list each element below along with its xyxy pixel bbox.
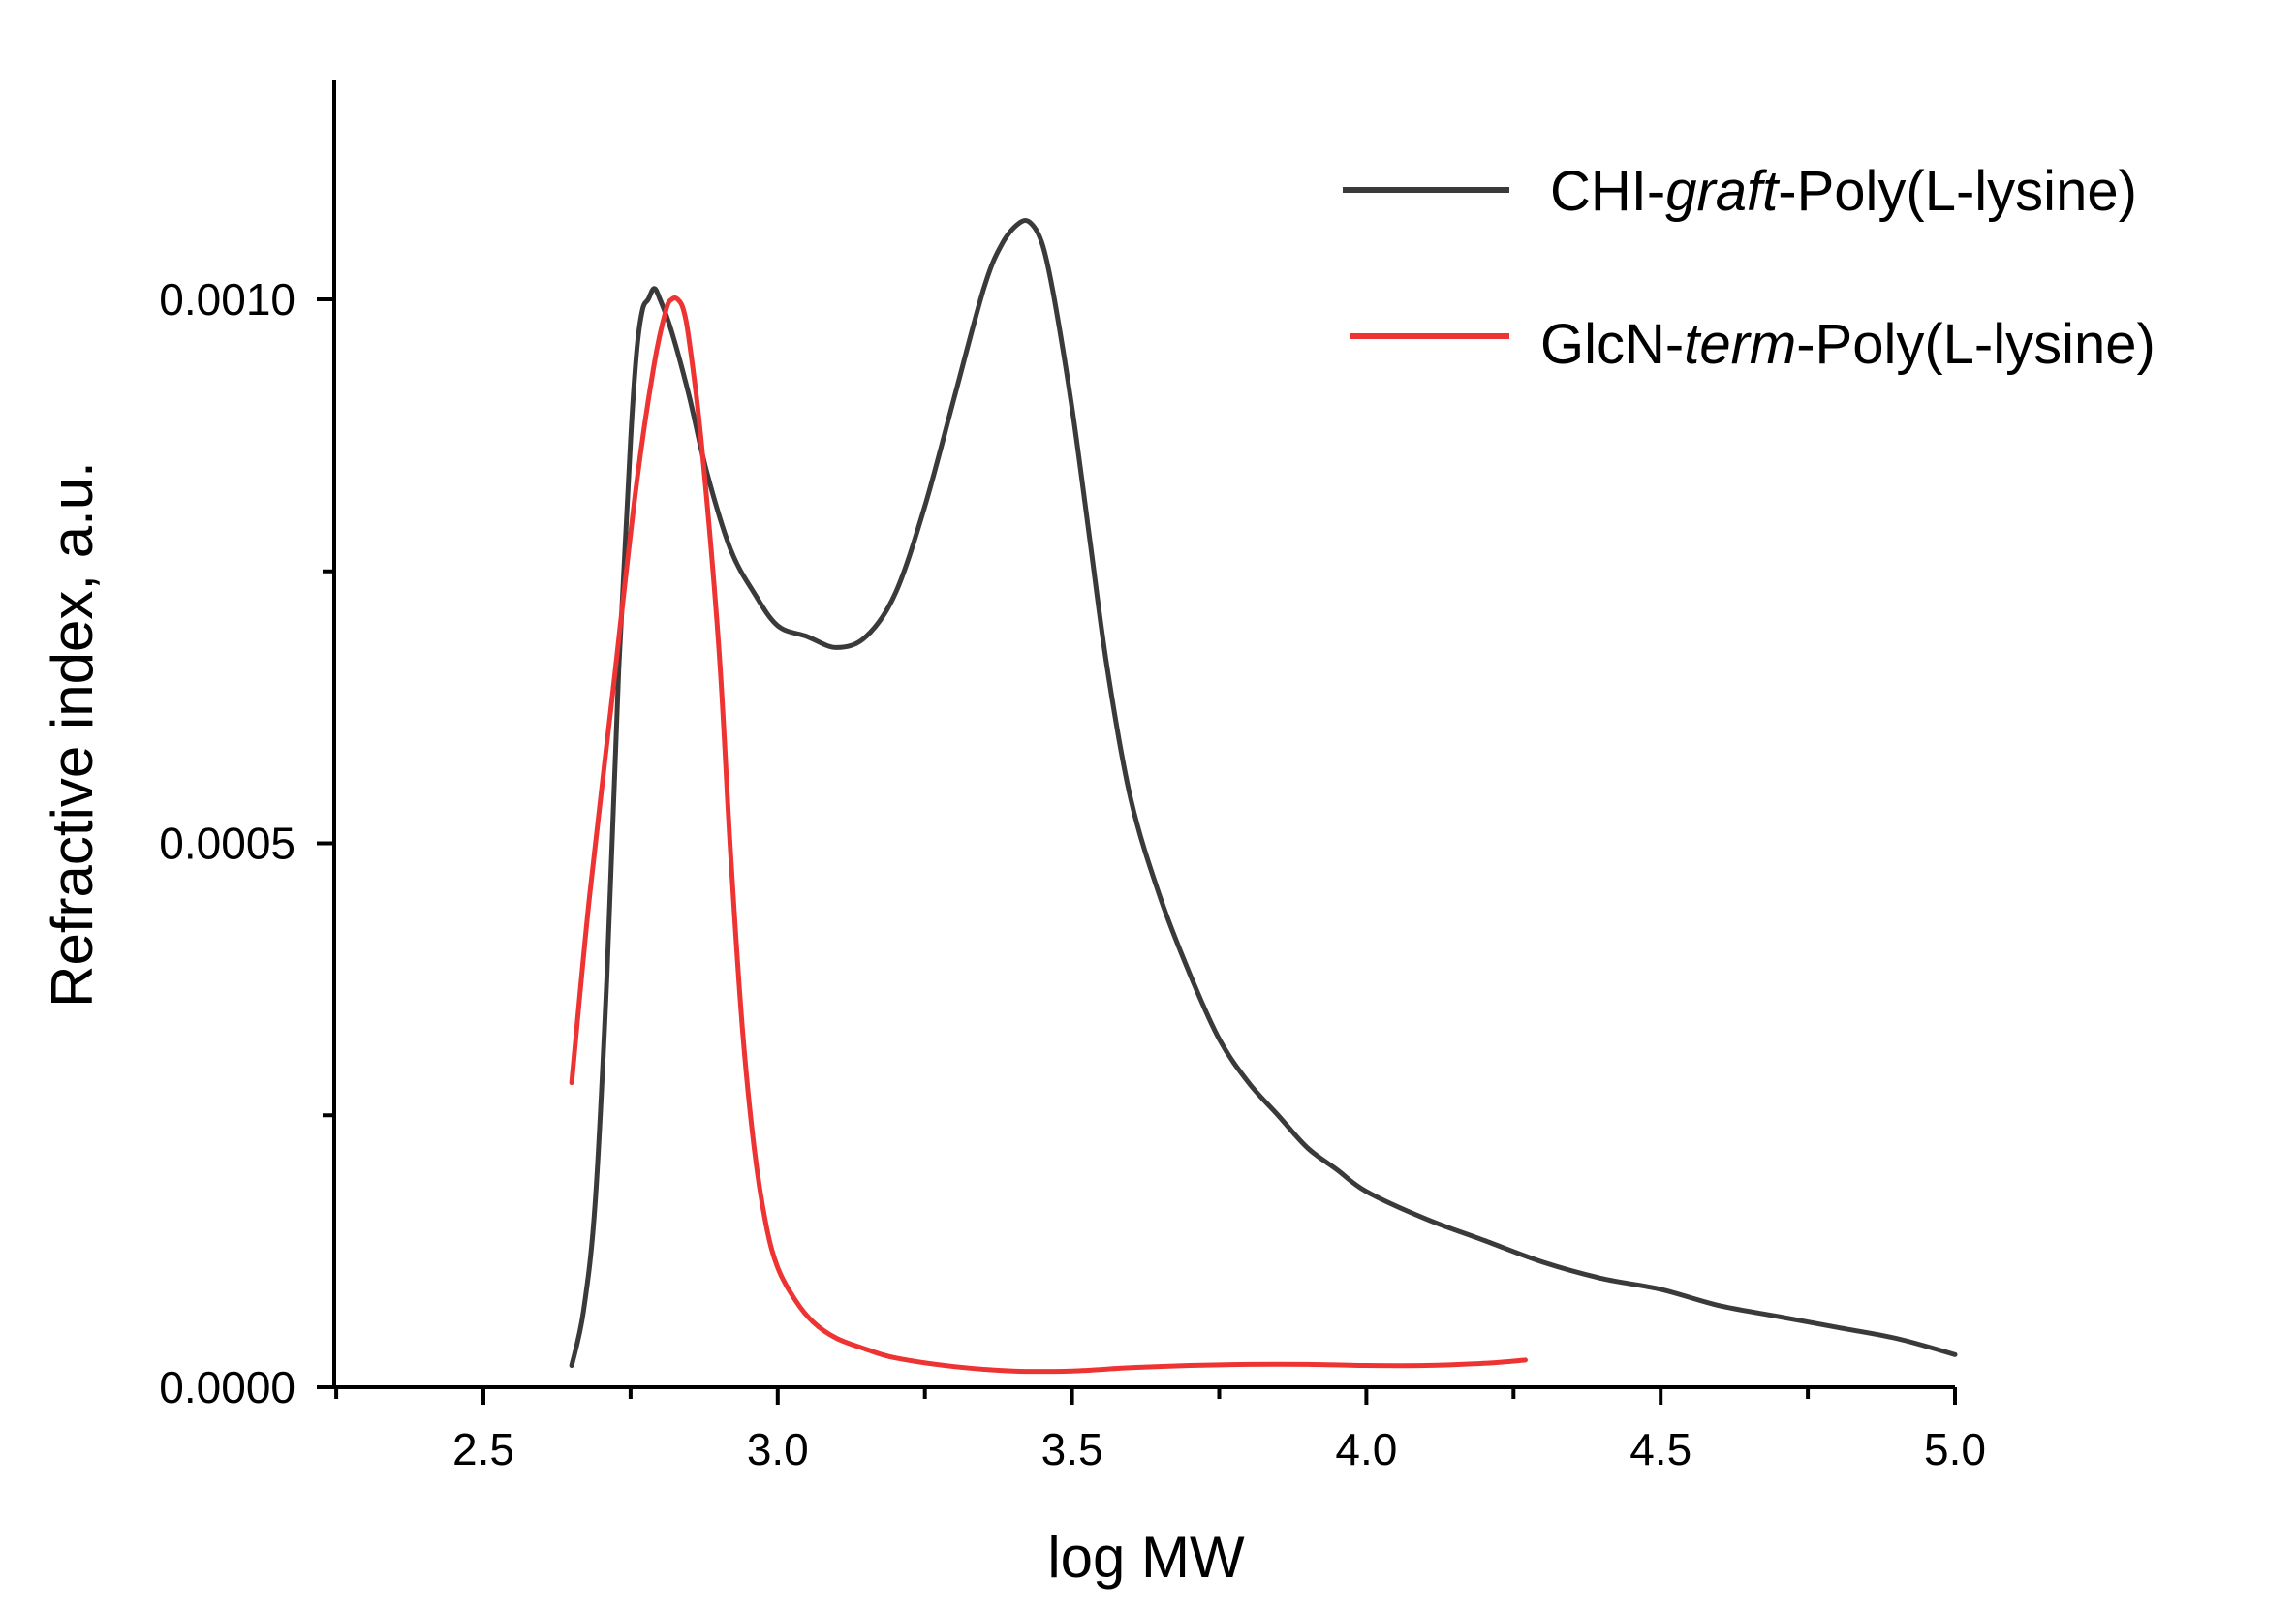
legend-label-chi-graft-suffix: -Poly(L-lysine) xyxy=(1778,160,2137,223)
x-tick-label: 4.5 xyxy=(1629,1424,1691,1474)
legend-label-glcn-term-suffix: -Poly(L-lysine) xyxy=(1796,313,2156,376)
x-tick-label: 2.5 xyxy=(452,1424,514,1474)
x-axis-ticks: 2.5 3.0 3.5 4.0 4.5 5.0 xyxy=(334,1387,1986,1474)
x-tick-label: 3.5 xyxy=(1041,1424,1103,1474)
legend-label-glcn-term-italic: term xyxy=(1684,313,1796,376)
legend-label-chi-graft: CHI-graft-Poly(L-lysine) xyxy=(1550,160,2137,223)
series-line-glcn-term xyxy=(569,295,1528,1375)
x-tick-label: 3.0 xyxy=(747,1424,809,1474)
y-tick-label: 0.0010 xyxy=(159,274,295,325)
legend: CHI-graft-Poly(L-lysine) GlcN-term-Poly(… xyxy=(1343,160,2156,376)
x-tick-label: 4.0 xyxy=(1335,1424,1397,1474)
series-line-chi-graft xyxy=(569,218,1958,1368)
x-axis-title: log MW xyxy=(1047,1525,1245,1590)
y-axis-ticks: 0.0000 0.0005 0.0010 xyxy=(159,274,334,1412)
legend-label-chi-graft-italic: graft xyxy=(1665,160,1781,223)
legend-label-chi-graft-prefix: CHI- xyxy=(1550,160,1665,223)
x-tick-label: 5.0 xyxy=(1924,1424,1986,1474)
y-tick-label: 0.0005 xyxy=(159,819,295,869)
y-tick-label: 0.0000 xyxy=(159,1362,295,1412)
legend-label-glcn-term: GlcN-term-Poly(L-lysine) xyxy=(1540,313,2156,376)
legend-label-glcn-term-prefix: GlcN- xyxy=(1540,313,1684,376)
series-group xyxy=(569,218,1958,1375)
y-axis-title: Refractive index, a.u. xyxy=(40,461,105,1008)
